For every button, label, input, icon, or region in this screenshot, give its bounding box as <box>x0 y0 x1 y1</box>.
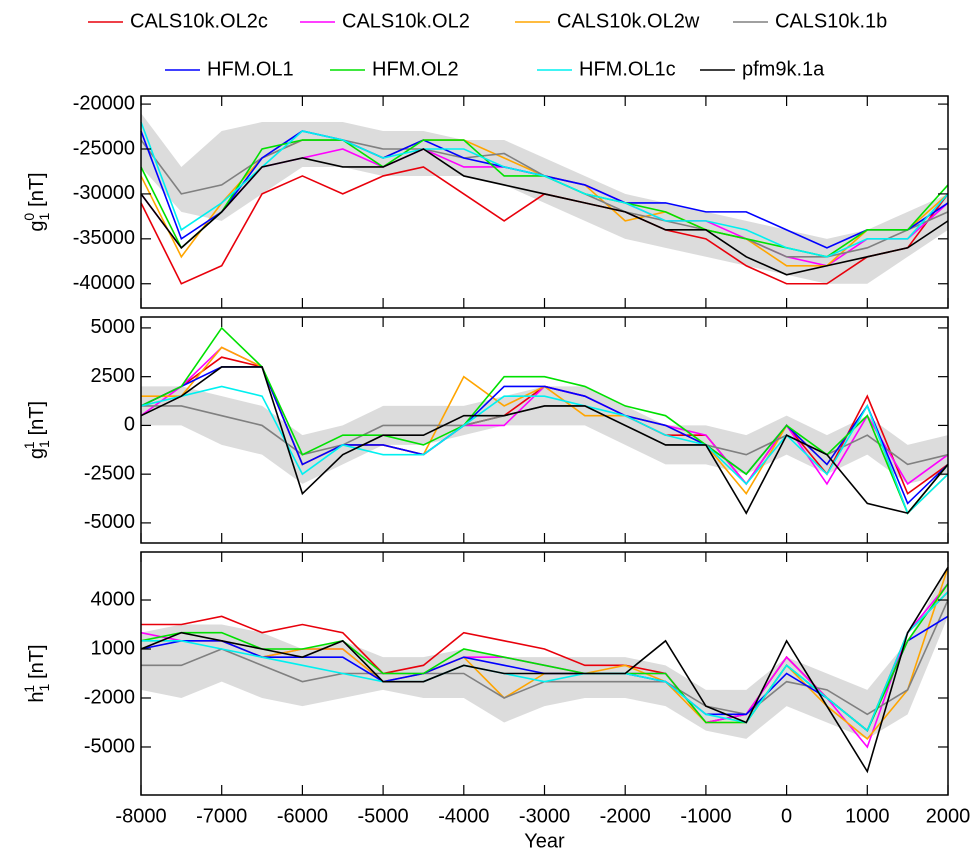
x-tick-label: -1000 <box>680 805 731 827</box>
legend-label: CALS10k.OL2 <box>342 10 470 32</box>
y-tick-label: -2000 <box>84 686 135 708</box>
y-tick-label: -30000 <box>73 182 135 204</box>
x-tick-label: -4000 <box>438 805 489 827</box>
x-tick-label: 0 <box>781 805 792 827</box>
y-tick-label: -40000 <box>73 272 135 294</box>
series-line <box>140 148 949 276</box>
y-tick-label: 0 <box>124 414 135 436</box>
y-axis-label: h11 [nT] <box>21 644 52 702</box>
y-label-base: g <box>26 448 48 459</box>
uncertainty-band <box>141 567 948 739</box>
panel: -5000 -2500 0 2500 5000 g11 [nT] <box>21 316 949 544</box>
y-axis-label: g10 [nT] <box>21 172 52 231</box>
y-label-unit: [nT] <box>26 401 48 435</box>
legend-label: CALS10k.OL2c <box>130 10 268 32</box>
legend-label: HFM.OL2 <box>372 58 459 80</box>
y-tick-label: -5000 <box>84 511 135 533</box>
x-tick-label: -8000 <box>115 805 166 827</box>
legend-label: CALS10k.1b <box>775 10 887 32</box>
y-tick-label: -25000 <box>73 137 135 159</box>
legend-label: HFM.OL1 <box>207 58 294 80</box>
y-tick-label: -20000 <box>73 92 135 114</box>
series-line <box>141 591 949 732</box>
x-tick-label: -5000 <box>358 805 409 827</box>
x-tick-label: -6000 <box>277 805 328 827</box>
y-label-base: g <box>26 220 48 231</box>
y-tick-label: 2500 <box>91 365 136 387</box>
y-axis-label: g11 [nT] <box>21 401 52 459</box>
x-tick-label: -3000 <box>519 805 570 827</box>
panel: -5000 -2000 1000 4000 -8000 -7000 -6000 -5000 -4… <box>21 551 971 852</box>
x-tick-label: 1000 <box>845 805 890 827</box>
y-label-sup: 0 <box>21 213 37 221</box>
y-label-unit: [nT] <box>26 172 48 206</box>
series-line <box>140 566 949 774</box>
x-tick-label: 2000 <box>926 805 971 827</box>
y-label-sup: 1 <box>21 685 37 693</box>
y-tick-label: 1000 <box>91 637 136 659</box>
series-line <box>140 366 949 515</box>
y-label-sub: 1 <box>36 212 52 220</box>
y-label-base: h <box>26 691 48 702</box>
uncertainty-band <box>141 386 948 484</box>
series-line <box>140 385 949 515</box>
uncertainty-band <box>141 113 948 284</box>
series-line <box>140 366 949 505</box>
y-tick-label: 4000 <box>91 588 136 610</box>
y-tick-label: -5000 <box>84 735 135 757</box>
panel: -40000 -35000 -30000 -25000 -20000 g10 [nT] <box>21 92 949 309</box>
legend-label: HFM.OL1c <box>579 58 676 80</box>
y-tick-label: 5000 <box>91 316 136 338</box>
y-label-sup: 1 <box>21 441 37 449</box>
y-tick-label: -2500 <box>84 462 135 484</box>
y-label-sub: 1 <box>36 440 52 448</box>
legend-label: CALS10k.OL2w <box>557 10 700 32</box>
x-axis-label: Year <box>524 830 565 852</box>
series-line <box>140 121 949 258</box>
x-tick-label: -7000 <box>196 805 247 827</box>
y-label-sub: 1 <box>36 683 52 691</box>
series-line <box>140 326 949 515</box>
legend-label: pfm9k.1a <box>742 58 825 80</box>
x-tick-label: -2000 <box>600 805 651 827</box>
y-tick-label: -35000 <box>73 227 135 249</box>
y-label-unit: [nT] <box>26 644 48 678</box>
